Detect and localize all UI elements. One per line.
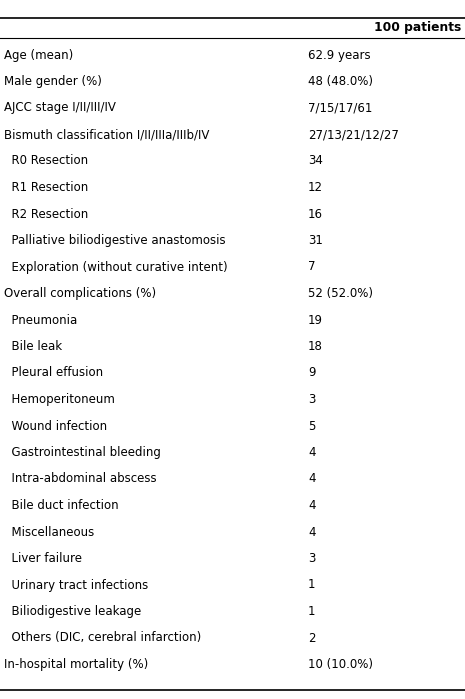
Text: 1: 1 bbox=[308, 579, 315, 591]
Text: 9: 9 bbox=[308, 366, 315, 380]
Text: 19: 19 bbox=[308, 313, 323, 326]
Text: Others (DIC, cerebral infarction): Others (DIC, cerebral infarction) bbox=[4, 631, 201, 644]
Text: R0 Resection: R0 Resection bbox=[4, 154, 88, 168]
Text: Overall complications (%): Overall complications (%) bbox=[4, 287, 156, 300]
Text: 18: 18 bbox=[308, 340, 323, 353]
Text: R1 Resection: R1 Resection bbox=[4, 181, 88, 194]
Text: 7: 7 bbox=[308, 261, 315, 273]
Text: Pleural effusion: Pleural effusion bbox=[4, 366, 103, 380]
Text: Age (mean): Age (mean) bbox=[4, 48, 73, 62]
Text: Biliodigestive leakage: Biliodigestive leakage bbox=[4, 605, 141, 618]
Text: 31: 31 bbox=[308, 234, 323, 247]
Text: Palliative biliodigestive anastomosis: Palliative biliodigestive anastomosis bbox=[4, 234, 226, 247]
Text: 5: 5 bbox=[308, 419, 315, 433]
Text: Urinary tract infections: Urinary tract infections bbox=[4, 579, 148, 591]
Text: 4: 4 bbox=[308, 473, 315, 486]
Text: 48 (48.0%): 48 (48.0%) bbox=[308, 75, 373, 88]
Text: 4: 4 bbox=[308, 526, 315, 538]
Text: 12: 12 bbox=[308, 181, 323, 194]
Text: R2 Resection: R2 Resection bbox=[4, 208, 88, 220]
Text: Wound infection: Wound infection bbox=[4, 419, 107, 433]
Text: 7/15/17/61: 7/15/17/61 bbox=[308, 101, 372, 115]
Text: Intra-abdominal abscess: Intra-abdominal abscess bbox=[4, 473, 157, 486]
Text: 100 patients: 100 patients bbox=[374, 22, 461, 34]
Text: 3: 3 bbox=[308, 552, 315, 565]
Text: Exploration (without curative intent): Exploration (without curative intent) bbox=[4, 261, 228, 273]
Text: Male gender (%): Male gender (%) bbox=[4, 75, 102, 88]
Text: 62.9 years: 62.9 years bbox=[308, 48, 371, 62]
Text: 4: 4 bbox=[308, 499, 315, 512]
Text: 52 (52.0%): 52 (52.0%) bbox=[308, 287, 373, 300]
Text: Liver failure: Liver failure bbox=[4, 552, 82, 565]
Text: 34: 34 bbox=[308, 154, 323, 168]
Text: Pneumonia: Pneumonia bbox=[4, 313, 77, 326]
Text: 16: 16 bbox=[308, 208, 323, 220]
Text: 1: 1 bbox=[308, 605, 315, 618]
Text: 4: 4 bbox=[308, 446, 315, 459]
Text: 2: 2 bbox=[308, 631, 315, 644]
Text: Miscellaneous: Miscellaneous bbox=[4, 526, 94, 538]
Text: In-hospital mortality (%): In-hospital mortality (%) bbox=[4, 658, 148, 671]
Text: Bile leak: Bile leak bbox=[4, 340, 62, 353]
Text: Gastrointestinal bleeding: Gastrointestinal bleeding bbox=[4, 446, 161, 459]
Text: Hemoperitoneum: Hemoperitoneum bbox=[4, 393, 115, 406]
Text: 10 (10.0%): 10 (10.0%) bbox=[308, 658, 373, 671]
Text: AJCC stage I/II/III/IV: AJCC stage I/II/III/IV bbox=[4, 101, 116, 115]
Text: Bismuth classification I/II/IIIa/IIIb/IV: Bismuth classification I/II/IIIa/IIIb/IV bbox=[4, 128, 209, 141]
Text: 3: 3 bbox=[308, 393, 315, 406]
Text: Bile duct infection: Bile duct infection bbox=[4, 499, 119, 512]
Text: 27/13/21/12/27: 27/13/21/12/27 bbox=[308, 128, 399, 141]
